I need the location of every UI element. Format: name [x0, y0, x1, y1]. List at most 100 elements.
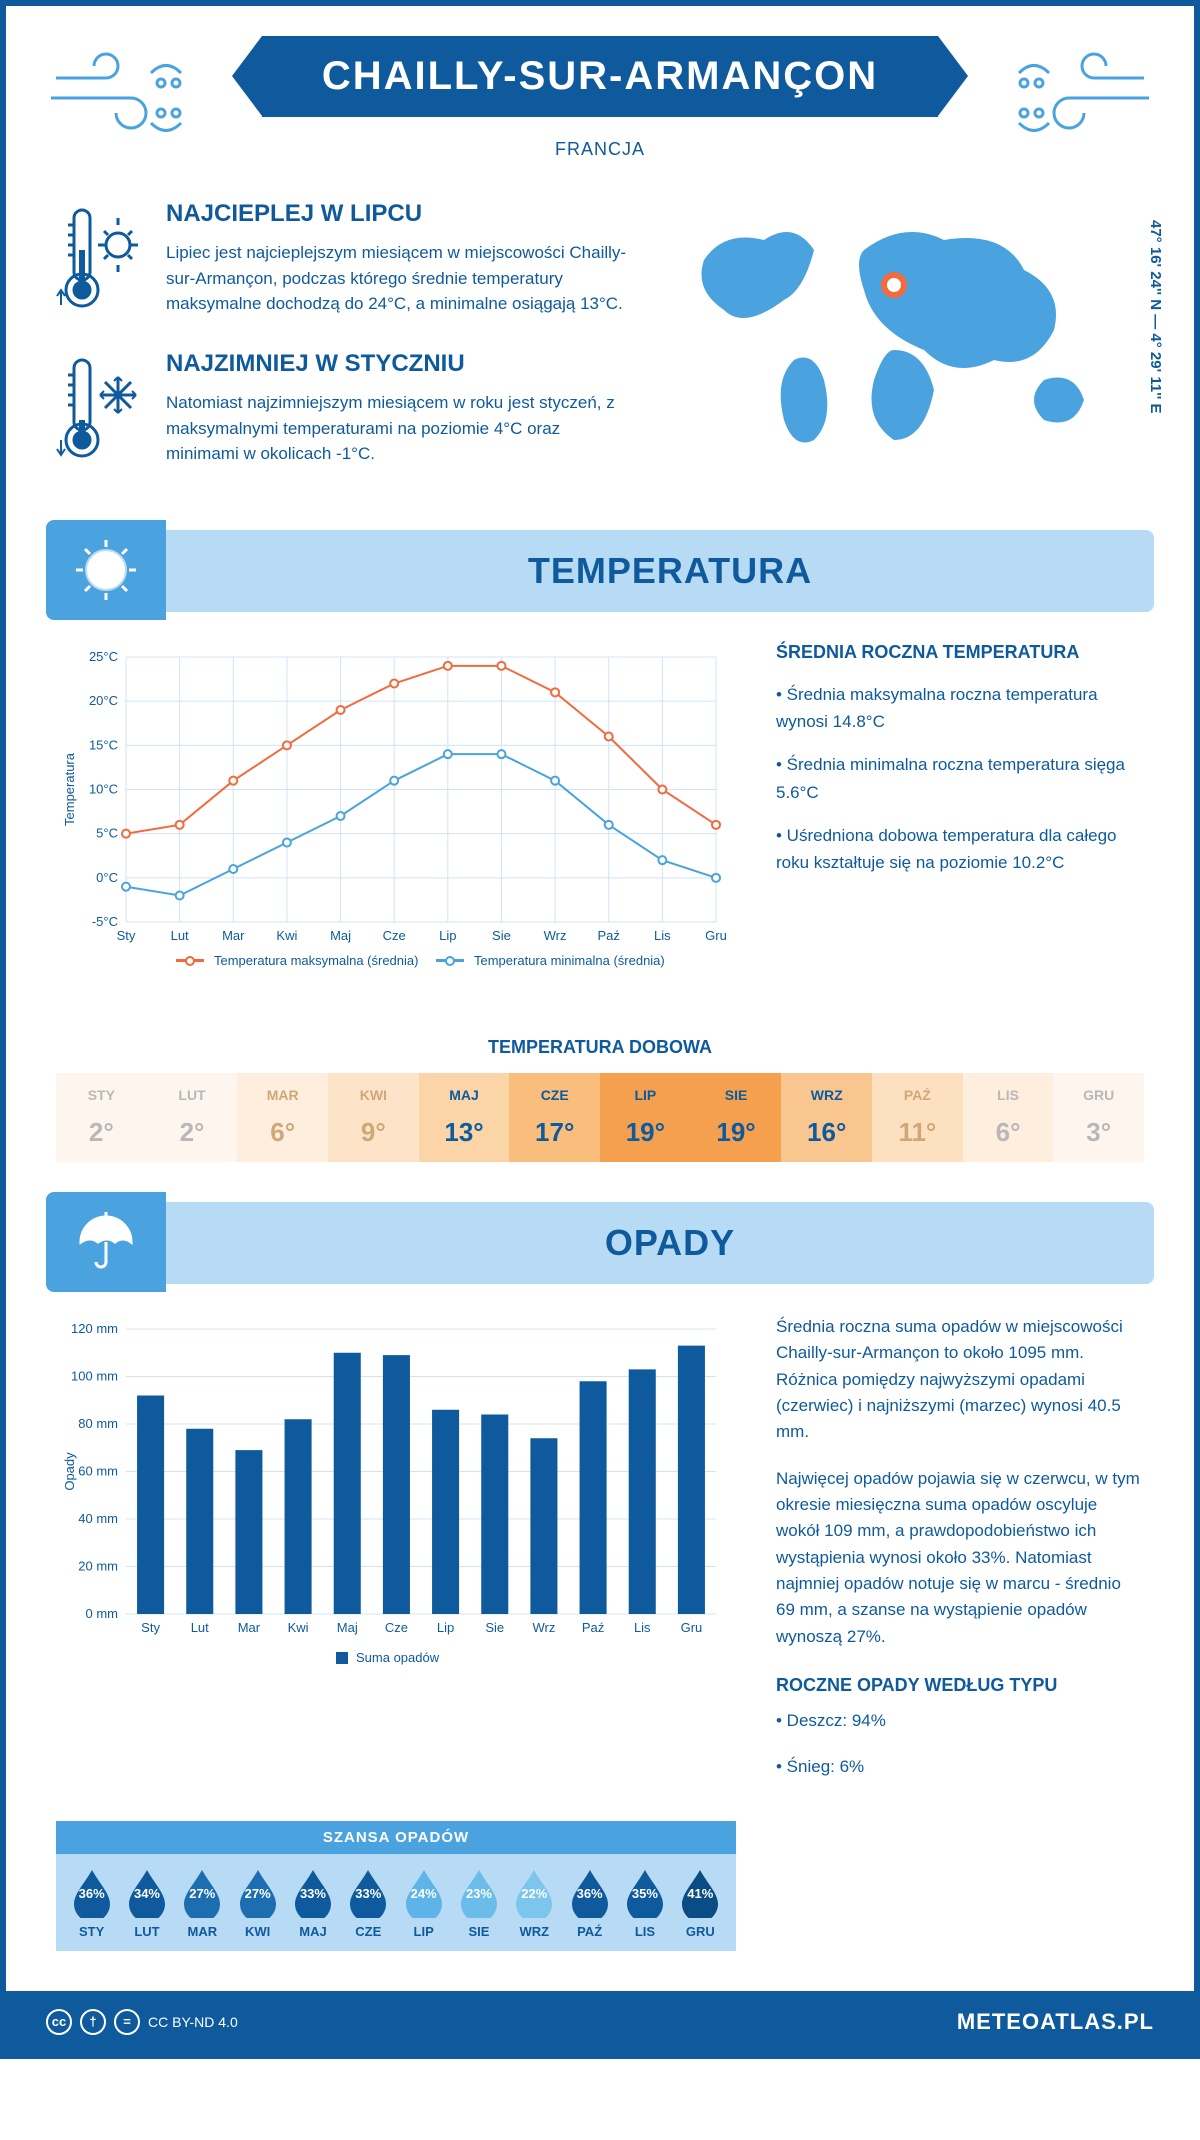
raindrop-icon: 41%	[678, 1866, 722, 1918]
precip-type-heading: ROCZNE OPADY WEDŁUG TYPU	[776, 1675, 1144, 1696]
svg-text:60 mm: 60 mm	[78, 1464, 118, 1479]
precip-type-item: • Deszcz: 94%	[776, 1708, 1144, 1734]
daily-month: LIS	[963, 1087, 1054, 1103]
svg-text:0°C: 0°C	[96, 870, 118, 885]
chance-month: PAŹ	[562, 1924, 617, 1939]
daily-cell: KWI9°	[328, 1073, 419, 1162]
warm-text: Lipiec jest najcieplejszym miesiącem w m…	[166, 240, 634, 317]
svg-text:Maj: Maj	[337, 1620, 358, 1635]
svg-text:0 mm: 0 mm	[86, 1606, 119, 1621]
precip-type-item: • Śnieg: 6%	[776, 1754, 1144, 1780]
license-text: CC BY-ND 4.0	[148, 2014, 238, 2030]
daily-cell: PAŹ11°	[872, 1073, 963, 1162]
svg-text:Paź: Paź	[582, 1620, 604, 1635]
nd-icon: =	[114, 2009, 140, 2035]
daily-value: 6°	[237, 1117, 328, 1148]
daily-value: 13°	[419, 1117, 510, 1148]
daily-value: 2°	[56, 1117, 147, 1148]
svg-text:Suma opadów: Suma opadów	[356, 1650, 440, 1665]
daily-value: 2°	[147, 1117, 238, 1148]
daily-value: 9°	[328, 1117, 419, 1148]
chance-value: 33%	[355, 1886, 381, 1901]
svg-text:Lis: Lis	[654, 928, 671, 943]
footer: cc † = CC BY-ND 4.0 METEOATLAS.PL	[6, 1991, 1194, 2053]
site-name: METEOATLAS.PL	[957, 2009, 1154, 2035]
daily-cell: LUT 2°	[147, 1073, 238, 1162]
svg-text:Cze: Cze	[385, 1620, 408, 1635]
license: cc † = CC BY-ND 4.0	[46, 2009, 238, 2035]
svg-text:Lis: Lis	[634, 1620, 651, 1635]
daily-cell: SIE19°	[691, 1073, 782, 1162]
temp-info-item: • Uśredniona dobowa temperatura dla całe…	[776, 822, 1144, 876]
chance-cell: 27%MAR	[175, 1866, 230, 1939]
daily-cell: LIS6°	[963, 1073, 1054, 1162]
location-marker-icon	[884, 275, 904, 295]
chance-month: SIE	[451, 1924, 506, 1939]
svg-text:Wrz: Wrz	[532, 1620, 555, 1635]
raindrop-icon: 27%	[236, 1866, 280, 1918]
svg-text:Kwi: Kwi	[276, 928, 297, 943]
cc-icon: cc	[46, 2009, 72, 2035]
raindrop-icon: 36%	[568, 1866, 612, 1918]
svg-text:Gru: Gru	[681, 1620, 703, 1635]
chance-month: STY	[64, 1924, 119, 1939]
daily-month: LUT	[147, 1087, 238, 1103]
chance-cell: 36% STY	[64, 1866, 119, 1939]
page-subtitle: FRANCJA	[206, 139, 994, 160]
chance-cell: 36% PAŹ	[562, 1866, 617, 1939]
precip-p2: Najwięcej opadów pojawia się w czerwcu, …	[776, 1466, 1144, 1650]
daily-value: 19°	[600, 1117, 691, 1148]
by-icon: †	[80, 2009, 106, 2035]
svg-text:Mar: Mar	[222, 928, 245, 943]
warm-heading: NAJCIEPLEJ W LIPCU	[166, 200, 634, 228]
daily-month: STY	[56, 1087, 147, 1103]
intro-section: NAJCIEPLEJ W LIPCU Lipiec jest najcieple…	[6, 180, 1194, 530]
chance-value: 35%	[632, 1886, 658, 1901]
raindrop-icon: 33%	[291, 1866, 335, 1918]
chance-title: SZANSA OPADÓW	[56, 1821, 736, 1854]
svg-text:Mar: Mar	[238, 1620, 261, 1635]
raindrop-icon: 27%	[180, 1866, 224, 1918]
svg-text:Gru: Gru	[705, 928, 727, 943]
svg-text:Temperatura: Temperatura	[62, 752, 77, 826]
chance-value: 34%	[134, 1886, 160, 1901]
raindrop-icon: 34%	[125, 1866, 169, 1918]
section-title: TEMPERATURA	[186, 550, 1154, 592]
chance-value: 24%	[411, 1886, 437, 1901]
section-header-precipitation: OPADY	[46, 1202, 1154, 1284]
chance-cell: 35%LIS	[617, 1866, 672, 1939]
svg-text:Sty: Sty	[117, 928, 136, 943]
temp-info-item: • Średnia minimalna roczna temperatura s…	[776, 751, 1144, 805]
raindrop-icon: 36%	[70, 1866, 114, 1918]
thermometer-cold-icon	[56, 350, 146, 470]
chance-month: LUT	[119, 1924, 174, 1939]
raindrop-icon: 33%	[346, 1866, 390, 1918]
chance-cell: 41%GRU	[673, 1866, 728, 1939]
chance-value: 27%	[189, 1886, 215, 1901]
svg-text:Opady: Opady	[62, 1452, 77, 1491]
chance-month: WRZ	[507, 1924, 562, 1939]
chance-cell: 24% LIP	[396, 1866, 451, 1939]
chance-value: 22%	[521, 1886, 547, 1901]
daily-cell: MAJ13°	[419, 1073, 510, 1162]
chance-cell: 34% LUT	[119, 1866, 174, 1939]
daily-cell: WRZ16°	[781, 1073, 872, 1162]
svg-text:Lut: Lut	[191, 1620, 209, 1635]
chance-value: 23%	[466, 1886, 492, 1901]
svg-text:Temperatura maksymalna (średni: Temperatura maksymalna (średnia)	[214, 953, 418, 968]
svg-text:Sty: Sty	[141, 1620, 160, 1635]
svg-text:Sie: Sie	[492, 928, 511, 943]
umbrella-icon	[71, 1207, 141, 1277]
chance-month: LIP	[396, 1924, 451, 1939]
precip-p1: Średnia roczna suma opadów w miejscowośc…	[776, 1314, 1144, 1446]
world-map-icon	[664, 200, 1144, 480]
daily-value: 17°	[509, 1117, 600, 1148]
daily-cell: STY 2°	[56, 1073, 147, 1162]
chance-value: 27%	[245, 1886, 271, 1901]
wind-icon	[46, 48, 206, 148]
svg-text:Cze: Cze	[383, 928, 406, 943]
daily-cell: GRU3°	[1053, 1073, 1144, 1162]
svg-text:20 mm: 20 mm	[78, 1559, 118, 1574]
coordinates: 47° 16' 24'' N — 4° 29' 11'' E	[1147, 220, 1164, 414]
svg-text:5°C: 5°C	[96, 826, 118, 841]
